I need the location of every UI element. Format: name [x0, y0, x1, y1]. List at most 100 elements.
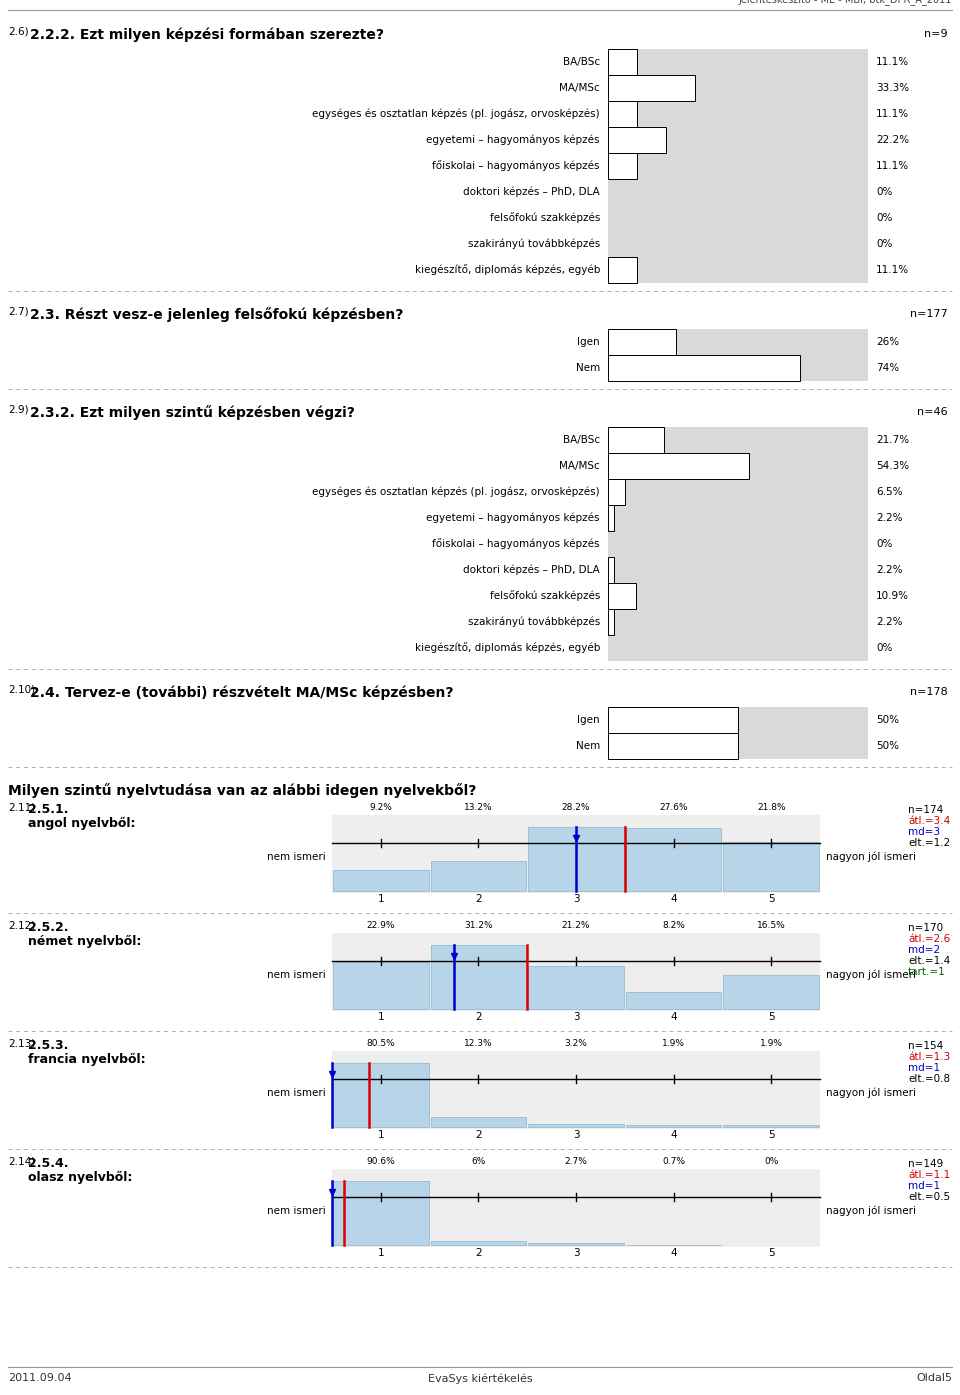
- Text: szakirányú továbbképzés: szakirányú továbbképzés: [468, 617, 600, 628]
- Text: 2.7): 2.7): [8, 307, 29, 317]
- Text: 2.4. Tervez-e (további) részvételt MA/MSc képzésben?: 2.4. Tervez-e (további) részvételt MA/MS…: [30, 685, 453, 699]
- Text: 11.1%: 11.1%: [876, 109, 909, 119]
- Text: 2.3. Részt vesz-e jelenleg felsőfokú képzésben?: 2.3. Részt vesz-e jelenleg felsőfokú kép…: [30, 307, 403, 322]
- Text: átl.=1.1: átl.=1.1: [908, 1170, 950, 1180]
- Bar: [431, 1240, 526, 1244]
- Text: 0%: 0%: [876, 538, 893, 550]
- Bar: [608, 707, 868, 732]
- Text: 28.2%: 28.2%: [562, 804, 590, 812]
- Bar: [608, 153, 868, 179]
- Text: 2.12): 2.12): [8, 921, 36, 930]
- Text: 2.3.2. Ezt milyen szintű képzésben végzi?: 2.3.2. Ezt milyen szintű képzésben végzi…: [30, 405, 355, 420]
- Text: 2.2%: 2.2%: [876, 565, 902, 575]
- Bar: [608, 75, 868, 100]
- Text: nagyon jól ismeri: nagyon jól ismeri: [826, 1088, 916, 1098]
- Bar: [332, 1169, 820, 1247]
- Text: 1: 1: [377, 894, 384, 904]
- Text: 2: 2: [475, 1249, 482, 1258]
- Bar: [608, 478, 868, 505]
- Text: egységes és osztatlan képzés (pl. jogász, orvosképzés): egységes és osztatlan képzés (pl. jogász…: [312, 109, 600, 119]
- Bar: [608, 354, 868, 381]
- Text: 27.6%: 27.6%: [660, 804, 688, 812]
- Bar: [608, 557, 868, 583]
- Text: 2011.09.04: 2011.09.04: [8, 1373, 72, 1382]
- Text: nagyon jól ismeri: nagyon jól ismeri: [826, 1205, 916, 1216]
- Text: 11.1%: 11.1%: [876, 57, 909, 67]
- Bar: [608, 453, 868, 478]
- Text: kiegészítő, diplomás képzés, egyéb: kiegészítő, diplomás képzés, egyéb: [415, 265, 600, 275]
- Bar: [608, 257, 636, 283]
- Text: 0%: 0%: [876, 643, 893, 653]
- Text: olasz nyelvből:: olasz nyelvből:: [28, 1170, 132, 1184]
- Text: Oldal5: Oldal5: [916, 1373, 952, 1382]
- Text: doktori képzés – PhD, DLA: doktori képzés – PhD, DLA: [464, 565, 600, 575]
- Bar: [608, 329, 868, 354]
- Bar: [333, 1182, 428, 1244]
- Text: 5: 5: [768, 1249, 775, 1258]
- Text: Igen: Igen: [577, 716, 600, 725]
- Text: 9.2%: 9.2%: [370, 804, 393, 812]
- Bar: [332, 815, 820, 893]
- Text: n=177: n=177: [910, 310, 948, 319]
- Text: 80.5%: 80.5%: [367, 1039, 396, 1048]
- Bar: [332, 933, 820, 1011]
- Bar: [608, 232, 868, 257]
- Text: 21.8%: 21.8%: [756, 804, 785, 812]
- Bar: [608, 329, 676, 354]
- Text: 1: 1: [377, 1011, 384, 1023]
- Text: 2.7%: 2.7%: [564, 1156, 588, 1166]
- Bar: [608, 127, 868, 153]
- Text: 8.2%: 8.2%: [662, 921, 685, 930]
- Text: nem ismeri: nem ismeri: [267, 852, 326, 862]
- Text: átl.=2.6: átl.=2.6: [908, 935, 950, 944]
- Bar: [608, 505, 613, 531]
- Text: egyetemi – hagyományos képzés: egyetemi – hagyományos képzés: [426, 135, 600, 145]
- Text: 0%: 0%: [764, 1156, 779, 1166]
- Text: egységes és osztatlan képzés (pl. jogász, orvosképzés): egységes és osztatlan képzés (pl. jogász…: [312, 487, 600, 497]
- Text: 4: 4: [670, 1130, 677, 1140]
- Text: elt.=1.2: elt.=1.2: [908, 838, 950, 848]
- Text: Milyen szintű nyelvtudása van az alábbi idegen nyelvekből?: Milyen szintű nyelvtudása van az alábbi …: [8, 783, 476, 798]
- Bar: [608, 732, 868, 759]
- Text: nagyon jól ismeri: nagyon jól ismeri: [826, 970, 916, 981]
- Text: 22.2%: 22.2%: [876, 135, 909, 145]
- Bar: [724, 975, 819, 1009]
- Bar: [608, 707, 738, 732]
- Text: md=3: md=3: [908, 827, 940, 837]
- Text: 3: 3: [573, 1130, 579, 1140]
- Text: 2.14): 2.14): [8, 1156, 36, 1168]
- Text: 2.5.1.: 2.5.1.: [28, 804, 68, 816]
- Text: 2.6): 2.6): [8, 27, 29, 38]
- Bar: [626, 992, 721, 1009]
- Text: 33.3%: 33.3%: [876, 82, 909, 93]
- Text: 6%: 6%: [471, 1156, 486, 1166]
- Text: Igen: Igen: [577, 338, 600, 347]
- Bar: [724, 1126, 819, 1127]
- Text: 50%: 50%: [876, 716, 899, 725]
- Bar: [608, 583, 636, 610]
- Bar: [608, 557, 613, 583]
- Bar: [608, 127, 665, 153]
- Text: 13.2%: 13.2%: [464, 804, 492, 812]
- Text: n=149: n=149: [908, 1159, 944, 1169]
- Bar: [608, 610, 868, 635]
- Text: 12.3%: 12.3%: [464, 1039, 492, 1048]
- Text: 0%: 0%: [876, 213, 893, 223]
- Text: 2.10): 2.10): [8, 685, 36, 695]
- Bar: [608, 100, 868, 127]
- Text: 31.2%: 31.2%: [464, 921, 492, 930]
- Bar: [608, 478, 625, 505]
- Text: 5: 5: [768, 1011, 775, 1023]
- Text: Jelentéskészítő - ME - MBI, btk_DPR_A_2011: Jelentéskészítő - ME - MBI, btk_DPR_A_20…: [738, 0, 952, 6]
- Text: 1: 1: [377, 1130, 384, 1140]
- Text: MA/MSc: MA/MSc: [560, 82, 600, 93]
- Text: 4: 4: [670, 894, 677, 904]
- Bar: [608, 153, 636, 179]
- Text: 11.1%: 11.1%: [876, 265, 909, 275]
- Text: egyetemi – hagyományos képzés: egyetemi – hagyományos képzés: [426, 513, 600, 523]
- Text: elt.=1.4: elt.=1.4: [908, 956, 950, 965]
- Bar: [431, 944, 526, 1009]
- Text: 6.5%: 6.5%: [876, 487, 902, 497]
- Text: 2.2%: 2.2%: [876, 513, 902, 523]
- Bar: [528, 827, 624, 891]
